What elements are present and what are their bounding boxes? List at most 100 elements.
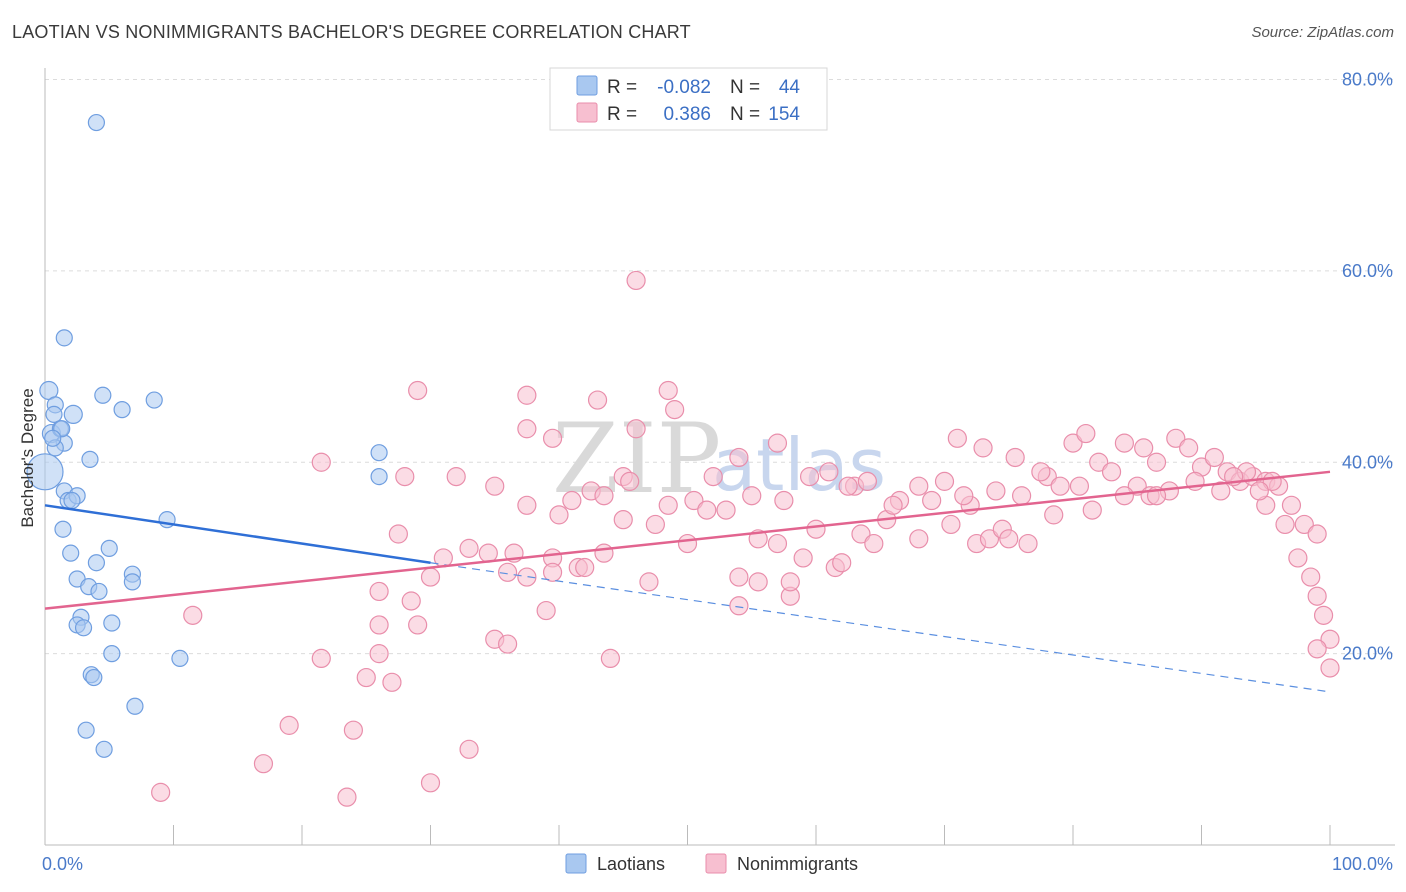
nonimmigrants-point [1005, 447, 1025, 468]
nonimmigrants-point [420, 567, 441, 587]
x-tick-label-min: 0.0% [42, 854, 83, 874]
nonimmigrants-point [934, 471, 955, 491]
laotians-point [90, 582, 108, 601]
nonimmigrants-point [343, 720, 363, 740]
nonimmigrants-point [311, 648, 331, 669]
legend-r-label-2: R = [607, 104, 637, 125]
nonimmigrants-point [1082, 500, 1102, 520]
nonimmigrants-point [594, 486, 614, 506]
nonimmigrants-point [356, 667, 376, 688]
laotians-point [103, 614, 121, 632]
nonimmigrants-point [697, 500, 717, 520]
nonimmigrants-point [337, 787, 357, 807]
nonimmigrants-point [517, 495, 537, 515]
laotians-point [171, 649, 189, 668]
nonimmigrants-point [684, 490, 704, 511]
legend-r-value-2: 0.386 [663, 104, 711, 125]
nonimmigrants-point [408, 615, 428, 635]
nonimmigrants-point [1063, 433, 1083, 453]
nonimmigrants-point [947, 428, 967, 448]
laotians-point [44, 429, 62, 447]
nonimmigrants-point [369, 644, 389, 664]
nonimmigrants-point [542, 428, 563, 448]
nonimmigrants-point [485, 476, 505, 496]
nonimmigrants-point [1301, 567, 1321, 587]
legend-swatch-laotians [576, 75, 598, 96]
nonimmigrants-point [517, 567, 537, 587]
nonimmigrants-point [832, 553, 852, 573]
laotians-point [145, 391, 163, 409]
nonimmigrants-point [542, 562, 563, 582]
nonimmigrants-point [999, 529, 1019, 549]
nonimmigrants-point [1204, 447, 1224, 468]
nonimmigrants-trend-line [44, 470, 1331, 610]
nonimmigrants-point [459, 739, 479, 759]
laotians-trend-extension [430, 562, 1331, 693]
nonimmigrants-point [1031, 462, 1051, 482]
nonimmigrants-point [279, 715, 299, 735]
nonimmigrants-point [517, 385, 537, 405]
nonimmigrants-point [742, 486, 762, 506]
nonimmigrants-point [729, 567, 749, 587]
stats-legend: R = -0.082 N = 44 R = 0.386 N = 154 [549, 67, 828, 131]
nonimmigrants-point [549, 505, 569, 525]
laotians-point [87, 554, 106, 572]
nonimmigrants-point [1307, 639, 1327, 659]
nonimmigrants-point [851, 524, 871, 544]
nonimmigrants-point [459, 538, 479, 558]
nonimmigrants-point [1089, 452, 1109, 472]
nonimmigrants-point [1249, 481, 1269, 501]
y-tick-label-20: 20.0% [1342, 644, 1393, 664]
nonimmigrants-point [626, 419, 646, 439]
nonimmigrants-point [626, 270, 646, 291]
laotians-point [100, 539, 118, 557]
nonimmigrants-point [517, 419, 537, 439]
nonimmigrants-point [658, 380, 678, 401]
nonimmigrants-point [498, 562, 518, 582]
series-legend: Laotians Nonimmigrants [565, 853, 858, 874]
laotians-point [370, 468, 388, 486]
laotians-point [95, 740, 113, 758]
legend-n-label-1: N = [730, 77, 760, 98]
x-tick-labels: 0.0% 100.0% [42, 854, 1393, 874]
laotians-point [81, 450, 99, 468]
laotians-point [103, 645, 121, 663]
nonimmigrants-point [658, 495, 678, 515]
trend-lines [44, 470, 1331, 693]
nonimmigrants-point [979, 529, 1000, 549]
nonimmigrants-point [311, 452, 331, 472]
laotians-point [94, 386, 112, 404]
nonimmigrants-point [729, 447, 749, 468]
nonimmigrants-point [1011, 486, 1032, 506]
nonimmigrants-point [639, 572, 659, 592]
nonimmigrants-point [420, 773, 441, 793]
nonimmigrants-point [838, 476, 858, 496]
nonimmigrants-point [388, 524, 408, 544]
laotians-point [77, 721, 95, 739]
nonimmigrants-point [1211, 481, 1231, 501]
nonimmigrants-point [1166, 428, 1186, 448]
nonimmigrants-point [1179, 438, 1199, 458]
legend-n-value-2: 154 [768, 104, 800, 125]
nonimmigrants-point [1313, 605, 1334, 625]
nonimmigrants-point [716, 500, 736, 520]
nonimmigrants-point [973, 438, 993, 458]
series-laotians [26, 113, 388, 758]
nonimmigrants-point [799, 467, 820, 487]
nonimmigrants-point [1050, 476, 1070, 496]
nonimmigrants-point [1044, 505, 1064, 525]
laotians-point [55, 329, 73, 347]
nonimmigrants-point [478, 543, 498, 563]
nonimmigrants-point [954, 486, 974, 506]
nonimmigrants-point [1069, 476, 1090, 496]
nonimmigrants-point [703, 467, 723, 487]
laotians-point [63, 491, 81, 510]
chart-title: LAOTIAN VS NONIMMIGRANTS BACHELOR'S DEGR… [12, 22, 691, 42]
nonimmigrants-point [1134, 438, 1154, 458]
nonimmigrants-point [1114, 433, 1135, 453]
nonimmigrants-point [1101, 462, 1122, 482]
nonimmigrants-point [1146, 452, 1167, 472]
nonimmigrants-point [677, 533, 698, 554]
nonimmigrants-point [1307, 524, 1327, 544]
nonimmigrants-point [600, 648, 621, 669]
